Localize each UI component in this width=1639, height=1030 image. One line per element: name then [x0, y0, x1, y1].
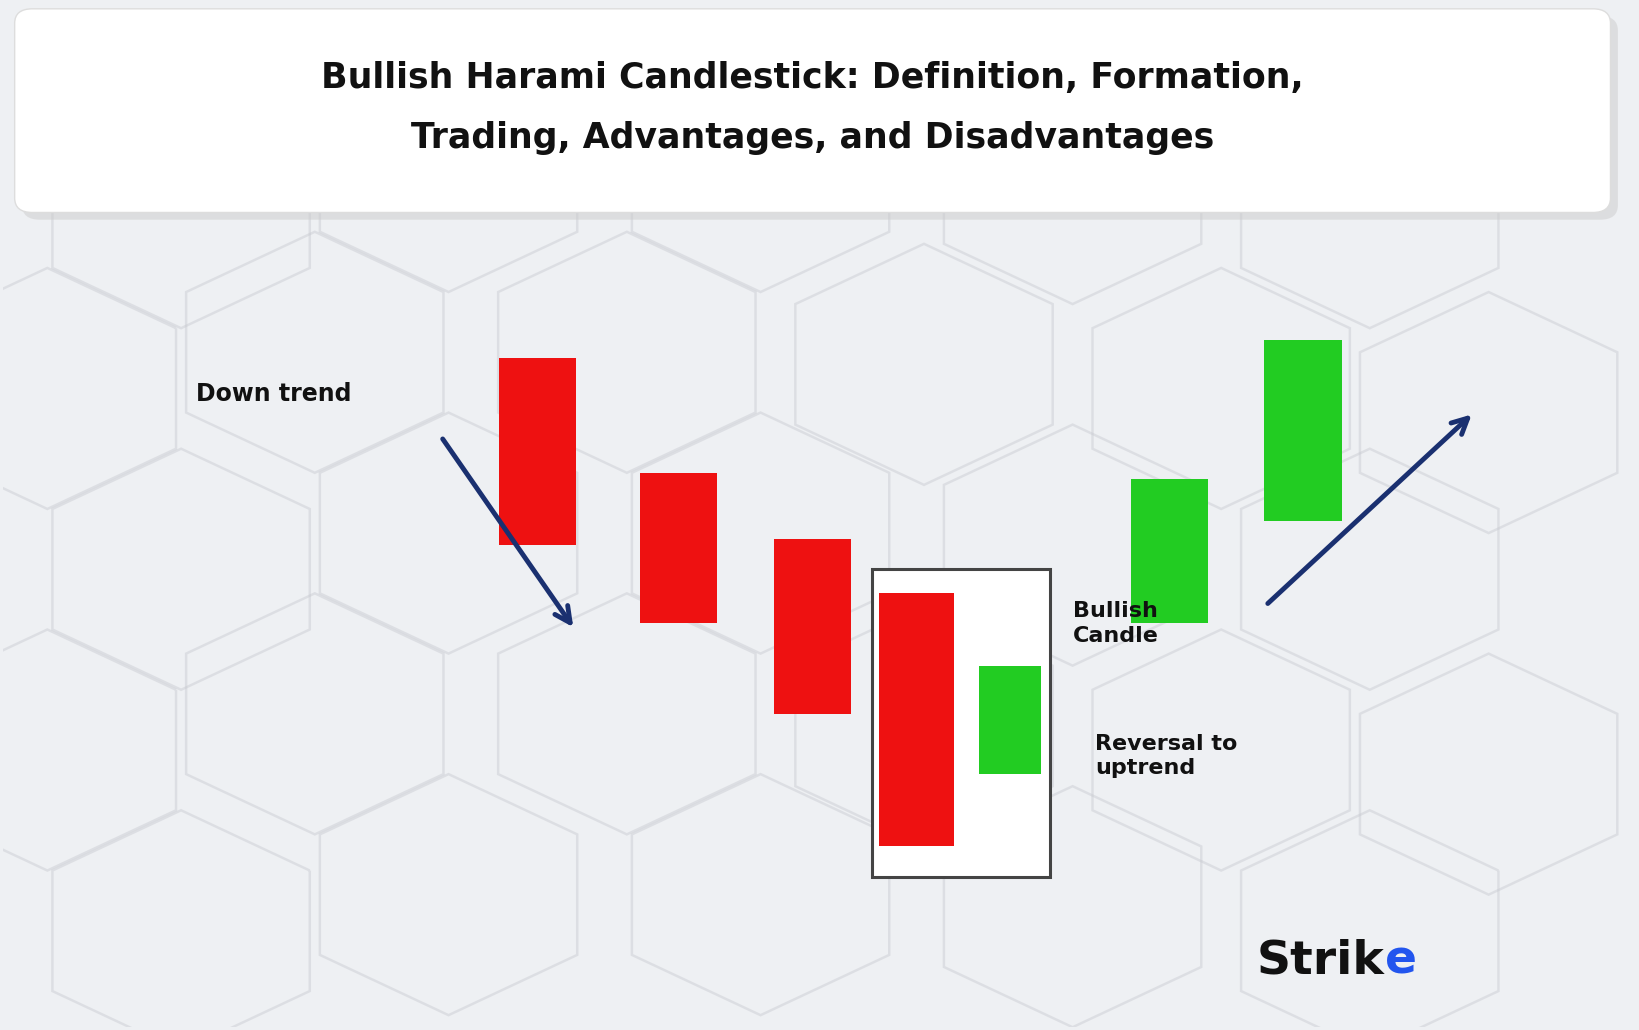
Text: Down trend: Down trend	[195, 382, 351, 407]
Bar	[872, 570, 1049, 877]
Text: Bullish
Candle: Bullish Candle	[1072, 602, 1157, 646]
Text: Bullish Harami Candlestick: Definition, Formation,: Bullish Harami Candlestick: Definition, …	[321, 61, 1303, 95]
Bar	[1129, 479, 1206, 623]
Text: Reversal to
uptrend: Reversal to uptrend	[1095, 733, 1236, 779]
Bar	[1264, 340, 1341, 521]
Bar	[879, 593, 954, 847]
FancyBboxPatch shape	[15, 9, 1609, 212]
Bar	[978, 665, 1041, 775]
Text: Strik: Strik	[1255, 938, 1383, 984]
Bar	[978, 665, 1041, 775]
Bar	[774, 539, 851, 714]
FancyBboxPatch shape	[21, 16, 1618, 219]
Bar	[879, 593, 954, 847]
Bar	[639, 473, 716, 623]
Text: Trading, Advantages, and Disadvantages: Trading, Advantages, and Disadvantages	[411, 121, 1213, 154]
Text: e: e	[1383, 938, 1416, 984]
Bar	[498, 358, 575, 545]
